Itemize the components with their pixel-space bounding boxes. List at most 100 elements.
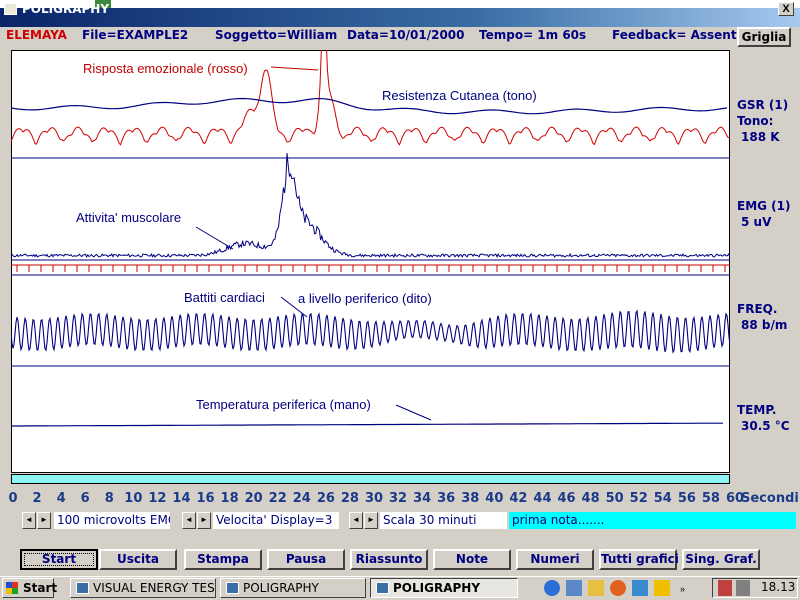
x-tick-label: 6 bbox=[80, 491, 90, 506]
x-tick-label: 24 bbox=[292, 491, 311, 506]
task-poligraphy-1[interactable]: POLIGRAPHY bbox=[220, 578, 366, 598]
show-more-icon[interactable]: » bbox=[680, 584, 686, 594]
x-tick-label: 20 bbox=[244, 491, 263, 506]
polygraph-chart bbox=[11, 50, 730, 427]
summary-button[interactable]: Riassunto bbox=[350, 549, 428, 570]
timescale-right-button[interactable]: ► bbox=[364, 512, 378, 529]
temp-readout: TEMP. 30.5 °C bbox=[737, 402, 790, 434]
muscle-pointer bbox=[195, 226, 234, 250]
desktop-icon[interactable] bbox=[95, 0, 111, 8]
freq-value: 88 b/m bbox=[741, 318, 788, 332]
x-tick-label: 46 bbox=[557, 491, 576, 506]
feedback-label: Feedback= Assente bbox=[612, 28, 745, 42]
background-window-strip bbox=[0, 0, 800, 8]
date-label: Data=10/01/2000 bbox=[347, 28, 465, 42]
gsr-value: 188 K bbox=[741, 130, 780, 144]
single-chart-button[interactable]: Sing. Graf. bbox=[682, 549, 760, 570]
annotation-muscle: Attivita' muscolare bbox=[76, 210, 182, 225]
x-tick-label: 28 bbox=[340, 491, 359, 506]
gsr-tone-label: Tono: bbox=[737, 114, 774, 128]
x-tick-label: 16 bbox=[196, 491, 215, 506]
emg-tick-marks bbox=[11, 264, 730, 272]
print-button[interactable]: Stampa bbox=[184, 549, 262, 570]
speed-right-button[interactable]: ► bbox=[197, 512, 211, 529]
title-bar[interactable] bbox=[0, 8, 800, 27]
gsr-readout: GSR (1) Tono: 188 K bbox=[737, 97, 788, 145]
chart-panel bbox=[11, 50, 730, 473]
emg-readout: EMG (1) 5 uV bbox=[737, 198, 790, 230]
timescale-left-button[interactable]: ◄ bbox=[349, 512, 363, 529]
time-label: Tempo= 1m 60s bbox=[479, 28, 587, 42]
task-window-icon bbox=[226, 582, 239, 594]
emg-scale-left-button[interactable]: ◄ bbox=[22, 512, 36, 529]
notes-button[interactable]: Note bbox=[433, 549, 511, 570]
emg-value: 5 uV bbox=[741, 215, 772, 229]
clock: 18.13 bbox=[761, 580, 796, 594]
x-tick-label: 34 bbox=[413, 491, 432, 506]
volume-icon[interactable] bbox=[736, 580, 750, 596]
close-button[interactable]: X bbox=[778, 2, 794, 16]
task-window-icon bbox=[376, 582, 389, 594]
x-tick-label: 60 bbox=[725, 491, 745, 506]
freq-readout: FREQ. 88 b/m bbox=[737, 301, 787, 333]
x-tick-label: 18 bbox=[220, 491, 239, 506]
time-scrollbar[interactable] bbox=[11, 474, 730, 484]
display-speed-field[interactable]: Velocita' Display=3 bbox=[213, 512, 339, 529]
task-window-icon bbox=[76, 582, 89, 594]
exit-button[interactable]: Uscita bbox=[99, 549, 177, 570]
x-tick-label: 54 bbox=[653, 491, 672, 506]
x-tick-label: 30 bbox=[364, 491, 384, 506]
x-tick-label: 36 bbox=[437, 491, 456, 506]
x-tick-label: 26 bbox=[316, 491, 335, 506]
freq-title: FREQ. bbox=[737, 302, 778, 316]
folder-icon[interactable] bbox=[588, 580, 604, 596]
muscle-activity-trace bbox=[11, 153, 730, 259]
annotation-peripheral: a livello periferico (dito) bbox=[298, 291, 432, 306]
media-icon[interactable] bbox=[632, 580, 648, 596]
x-axis-label: Secondi bbox=[741, 491, 799, 506]
app-icon[interactable] bbox=[4, 3, 17, 15]
task-poligraphy-2[interactable]: POLIGRAPHY bbox=[370, 578, 518, 598]
taskbar-start-button[interactable]: Start bbox=[2, 578, 57, 598]
windows-logo-icon bbox=[6, 582, 18, 594]
time-scale-field[interactable]: Scala 30 minuti bbox=[380, 512, 507, 529]
annotation-heart: Battiti cardiaci bbox=[184, 290, 265, 305]
temperature-pointer bbox=[395, 404, 432, 421]
temperature-trace bbox=[11, 422, 723, 427]
speed-left-button[interactable]: ◄ bbox=[182, 512, 196, 529]
task-visual-energy[interactable]: VISUAL ENERGY TES... bbox=[70, 578, 216, 598]
x-tick-label: 0 bbox=[8, 491, 18, 506]
emotional-response-trace bbox=[11, 50, 730, 146]
tray-app-icon[interactable] bbox=[718, 580, 732, 596]
explorer-icon[interactable] bbox=[566, 580, 582, 596]
skin-resistance-trace bbox=[11, 97, 728, 115]
browser-icon[interactable] bbox=[544, 580, 560, 596]
x-tick-label: 8 bbox=[104, 491, 114, 506]
system-tray bbox=[712, 578, 798, 598]
temp-value: 30.5 °C bbox=[741, 419, 790, 433]
start-button[interactable]: Start bbox=[20, 549, 98, 570]
x-tick-label: 12 bbox=[148, 491, 167, 506]
firefox-icon[interactable] bbox=[610, 580, 626, 596]
x-tick-label: 32 bbox=[389, 491, 408, 506]
annotation-skin: Resistenza Cutanea (tono) bbox=[382, 88, 537, 103]
subject-label: Soggetto=William bbox=[215, 28, 338, 42]
pause-button[interactable]: Pausa bbox=[267, 549, 345, 570]
emg-scale-field[interactable]: 100 microvolts EMG bbox=[54, 512, 170, 529]
emg-scale-right-button[interactable]: ► bbox=[37, 512, 51, 529]
all-charts-button[interactable]: Tutti grafici bbox=[599, 549, 679, 570]
window-title: POLIGRAPHY bbox=[22, 2, 110, 16]
grid-button[interactable]: Griglia bbox=[737, 27, 791, 47]
annotation-emotional: Risposta emozionale (rosso) bbox=[83, 61, 248, 76]
note-field[interactable]: prima nota....... bbox=[509, 512, 796, 529]
x-tick-label: 40 bbox=[485, 491, 504, 506]
x-tick-label: 4 bbox=[56, 491, 66, 506]
x-tick-label: 14 bbox=[172, 491, 191, 506]
x-tick-label: 50 bbox=[605, 491, 624, 506]
numbers-button[interactable]: Numeri bbox=[516, 549, 594, 570]
x-tick-label: 38 bbox=[461, 491, 480, 506]
player-icon[interactable] bbox=[654, 580, 670, 596]
x-tick-label: 52 bbox=[629, 491, 648, 506]
annotation-temperature: Temperatura periferica (mano) bbox=[196, 397, 371, 412]
